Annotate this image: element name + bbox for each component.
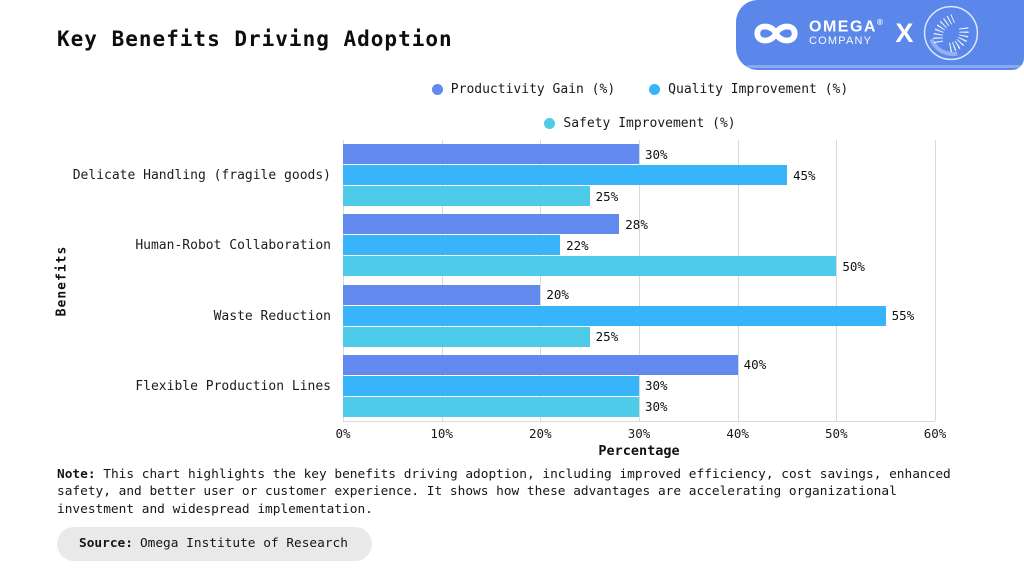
source-text: Omega Institute of Research bbox=[139, 536, 348, 551]
infinity-logo-icon bbox=[754, 23, 798, 43]
legend-label: Safety Improvement (%) bbox=[563, 116, 736, 131]
bar bbox=[343, 214, 620, 235]
bar-group: 30% 45% 25% bbox=[343, 140, 935, 210]
plot-area: 30% 45% 25% 28% 22% 50% 20% 55% 25% 40% 30% 30% bbox=[343, 140, 936, 422]
globe-logo-icon bbox=[924, 5, 979, 61]
bar-value-label: 50% bbox=[842, 258, 865, 274]
source-badge: Source: Omega Institute of Research bbox=[57, 527, 372, 561]
bar-row: 40% bbox=[343, 354, 935, 375]
bar bbox=[343, 326, 590, 347]
gridline bbox=[935, 140, 936, 421]
brand-name-top: OMEGA bbox=[809, 17, 877, 35]
bar-value-label: 20% bbox=[546, 287, 569, 303]
bar bbox=[343, 354, 738, 375]
x-axis-title: Percentage bbox=[598, 443, 680, 459]
bar-value-label: 30% bbox=[645, 146, 668, 162]
legend-item: Productivity Gain (%) bbox=[431, 82, 616, 97]
gridline bbox=[343, 140, 344, 421]
legend-item: Safety Improvement (%) bbox=[544, 116, 736, 131]
note-label: Note: bbox=[57, 467, 96, 482]
bar-row: 30% bbox=[343, 375, 935, 396]
legend-row-1: Productivity Gain (%) Quality Improvement… bbox=[256, 79, 1024, 100]
brand-name: OMEGA® COMPANY bbox=[809, 17, 885, 48]
legend-dot-icon bbox=[544, 118, 556, 129]
bar bbox=[343, 396, 639, 417]
bar bbox=[343, 284, 541, 305]
category-label: Human-Robot Collaboration bbox=[135, 238, 331, 254]
source-label: Source: bbox=[79, 536, 133, 551]
bar-row: 25% bbox=[343, 186, 935, 207]
bar-value-label: 25% bbox=[595, 188, 619, 204]
bar-row: 50% bbox=[343, 256, 935, 277]
x-tick-label: 0% bbox=[335, 426, 351, 441]
legend-row-2: Safety Improvement (%) bbox=[256, 113, 1024, 134]
bar-value-label: 45% bbox=[793, 167, 816, 183]
bar-value-label: 55% bbox=[891, 308, 915, 324]
brand-banner: OMEGA® COMPANY X bbox=[736, 0, 1024, 70]
legend-label: Productivity Gain (%) bbox=[450, 82, 616, 97]
note: Note: This chart highlights the key bene… bbox=[57, 466, 973, 518]
bar-groups: 30% 45% 25% 28% 22% 50% 20% 55% 25% 40% 30% 30% bbox=[343, 140, 935, 421]
gridline bbox=[836, 140, 838, 421]
legend-dot-icon bbox=[649, 84, 661, 95]
registered-mark: ® bbox=[876, 17, 885, 27]
legend-dot-icon bbox=[431, 84, 443, 95]
bar bbox=[343, 165, 787, 186]
bar bbox=[343, 186, 590, 207]
note-text: This chart highlights the key benefits d… bbox=[57, 467, 951, 517]
x-tick-label: 10% bbox=[430, 426, 453, 441]
brand-x-mark: X bbox=[895, 17, 914, 48]
category-label: Delicate Handling (fragile goods) bbox=[72, 167, 331, 183]
bar-row: 30% bbox=[343, 396, 935, 417]
bar-value-label: 22% bbox=[566, 237, 589, 253]
bar-group: 28% 22% 50% bbox=[343, 210, 935, 280]
bar bbox=[343, 144, 639, 165]
gridline bbox=[639, 140, 640, 421]
gridline bbox=[540, 140, 542, 421]
x-tick-label: 30% bbox=[627, 426, 651, 441]
x-axis-ticks: 0% 10% 20% 30% 40% 50% 60% bbox=[335, 426, 946, 442]
chart-legend: Productivity Gain (%) Quality Improvement… bbox=[256, 79, 1024, 147]
x-tick-label: 20% bbox=[529, 426, 552, 441]
category-label: Waste Reduction bbox=[213, 308, 331, 324]
legend-item: Quality Improvement (%) bbox=[649, 82, 848, 97]
bar-value-label: 40% bbox=[743, 357, 767, 373]
x-tick-label: 40% bbox=[726, 426, 749, 441]
bar-value-label: 30% bbox=[645, 378, 668, 394]
bar-row: 20% bbox=[343, 284, 935, 305]
bar-value-label: 28% bbox=[625, 216, 648, 232]
bar-group: 20% 55% 25% bbox=[343, 281, 935, 351]
page-title: Key Benefits Driving Adoption bbox=[57, 27, 453, 51]
bar-row: 28% bbox=[343, 214, 935, 235]
bar-row: 45% bbox=[343, 165, 935, 186]
bar-row: 55% bbox=[343, 305, 935, 326]
bar-value-label: 30% bbox=[645, 399, 668, 415]
gridline bbox=[737, 140, 739, 421]
category-label: Flexible Production Lines bbox=[135, 379, 331, 395]
category-labels: Delicate Handling (fragile goods) Human-R… bbox=[0, 140, 331, 422]
x-tick-label: 60% bbox=[923, 426, 947, 441]
bar-row: 30% bbox=[343, 144, 935, 165]
legend-label: Quality Improvement (%) bbox=[668, 82, 849, 97]
bar bbox=[343, 305, 886, 326]
bar-row: 25% bbox=[343, 326, 935, 347]
bar-value-label: 25% bbox=[595, 329, 619, 345]
bar-group: 40% 30% 30% bbox=[343, 351, 935, 421]
bar bbox=[343, 256, 837, 277]
bar-row: 22% bbox=[343, 235, 935, 256]
gridline bbox=[441, 140, 443, 421]
brand-name-bottom: COMPANY bbox=[809, 34, 873, 47]
bar bbox=[343, 375, 639, 396]
bar bbox=[343, 235, 561, 256]
x-tick-label: 50% bbox=[825, 426, 848, 441]
